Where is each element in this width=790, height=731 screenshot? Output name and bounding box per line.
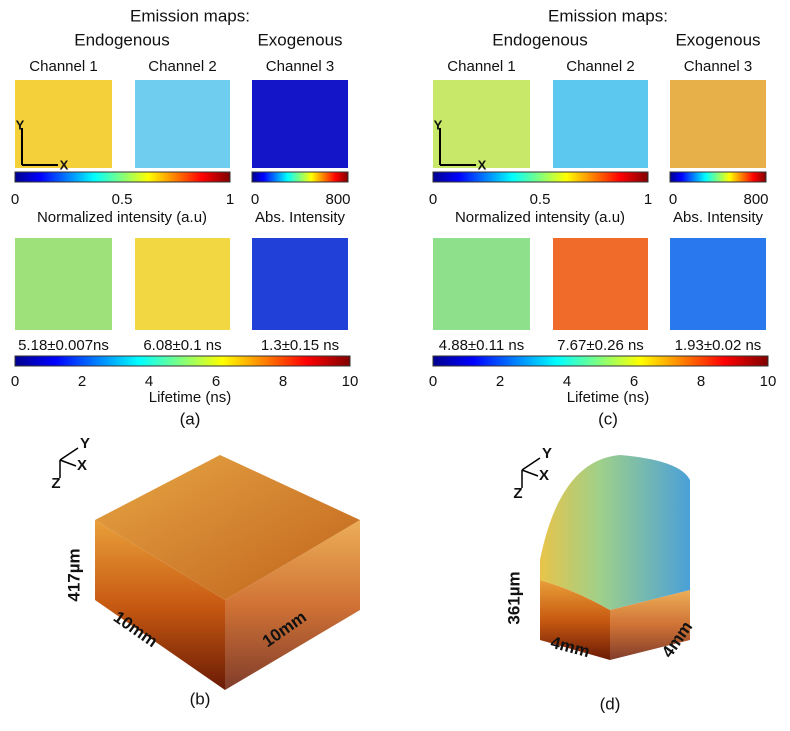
colorbar-tick: 6 xyxy=(630,373,638,390)
colorbar-caption: Abs. Intensity xyxy=(673,209,764,226)
axis-letter: Y xyxy=(80,435,90,452)
group-label: Endogenous xyxy=(74,30,169,49)
lifetime-value: 1.93±0.02 ns xyxy=(675,337,762,354)
axis-arrows xyxy=(21,128,58,166)
intensity-map xyxy=(15,80,112,168)
channel-label: Channel 3 xyxy=(266,58,334,75)
lifetime-map xyxy=(15,238,112,330)
lifetime-map xyxy=(670,238,766,330)
channel-label: Channel 3 xyxy=(684,58,752,75)
channel-label: Channel 1 xyxy=(447,58,515,75)
volume-front xyxy=(95,520,225,690)
colorbar xyxy=(669,171,767,183)
group-label: Endogenous xyxy=(492,30,587,49)
colorbar xyxy=(251,171,349,183)
intensity-map xyxy=(553,80,648,168)
colorbar-tick: 0 xyxy=(669,191,677,208)
colorbar xyxy=(14,355,351,367)
volume-side xyxy=(225,520,360,690)
colorbar xyxy=(432,355,769,367)
lifetime-value: 5.18±0.007ns xyxy=(18,337,109,354)
colorbar-tick: 8 xyxy=(279,373,287,390)
colorbar-tick: 6 xyxy=(212,373,220,390)
colorbar xyxy=(432,171,649,183)
channel-label: Channel 2 xyxy=(566,58,634,75)
colorbar-caption: Normalized intensity (a.u) xyxy=(455,209,625,226)
axis-letter: X xyxy=(60,157,69,172)
colorbar-tick: 0 xyxy=(251,191,259,208)
lifetime-map xyxy=(135,238,230,330)
axis-letter: Z xyxy=(51,475,60,492)
colorbar-tick: 4 xyxy=(563,373,571,390)
axis-letter: X xyxy=(478,157,487,172)
colorbar-tick: 0.5 xyxy=(112,191,133,208)
axis-letter: X xyxy=(539,467,549,484)
group-label: Exogenous xyxy=(675,30,760,49)
colorbar-tick: 2 xyxy=(78,373,86,390)
intensity-map xyxy=(433,80,530,168)
group-label: Exogenous xyxy=(257,30,342,49)
channel-label: Channel 1 xyxy=(29,58,97,75)
colorbar-tick: 10 xyxy=(342,373,359,390)
dimension-label: 417µm xyxy=(64,548,83,601)
axis-arrows xyxy=(59,447,79,478)
panel-title: Emission maps: xyxy=(548,6,668,25)
colorbar-tick: 0 xyxy=(429,191,437,208)
volume-side xyxy=(610,590,690,660)
colorbar-tick: 800 xyxy=(325,191,350,208)
panel-label: (d) xyxy=(600,694,621,713)
colorbar-caption: Lifetime (ns) xyxy=(149,389,232,406)
colorbar xyxy=(14,171,231,183)
intensity-map xyxy=(135,80,230,168)
axis-letter: X xyxy=(77,457,87,474)
colorbar-tick: 0.5 xyxy=(530,191,551,208)
colorbar-tick: 1 xyxy=(644,191,652,208)
intensity-map xyxy=(670,80,766,168)
lifetime-map xyxy=(252,238,348,330)
dimension-label: 361µm xyxy=(504,571,523,624)
colorbar-tick: 8 xyxy=(697,373,705,390)
colorbar-tick: 10 xyxy=(760,373,777,390)
panel-title: Emission maps: xyxy=(130,6,250,25)
colorbar-tick: 0 xyxy=(11,373,19,390)
colorbar-caption: Lifetime (ns) xyxy=(567,389,650,406)
intensity-map xyxy=(252,80,348,168)
lifetime-map xyxy=(553,238,648,330)
axis-letter: Y xyxy=(542,445,552,462)
panel-label: (b) xyxy=(190,689,211,708)
panel-label: (c) xyxy=(598,409,618,428)
colorbar-tick: 0 xyxy=(429,373,437,390)
colorbar-tick: 2 xyxy=(496,373,504,390)
volume-top xyxy=(540,455,690,610)
volume-front xyxy=(540,580,610,660)
axis-letter: Y xyxy=(16,117,25,132)
axis-letter: Y xyxy=(434,117,443,132)
axis-arrows xyxy=(521,457,541,488)
colorbar-caption: Normalized intensity (a.u) xyxy=(37,209,207,226)
colorbar-tick: 0 xyxy=(11,191,19,208)
lifetime-value: 1.3±0.15 ns xyxy=(261,337,339,354)
axis-arrows xyxy=(439,128,476,166)
volume-top xyxy=(95,455,360,600)
lifetime-value: 4.88±0.11 ns xyxy=(439,337,525,354)
lifetime-value: 6.08±0.1 ns xyxy=(143,337,221,354)
panel-label: (a) xyxy=(180,409,201,428)
lifetime-value: 7.67±0.26 ns xyxy=(557,337,644,354)
colorbar-tick: 1 xyxy=(226,191,234,208)
colorbar-caption: Abs. Intensity xyxy=(255,209,346,226)
channel-label: Channel 2 xyxy=(148,58,216,75)
colorbar-tick: 4 xyxy=(145,373,153,390)
axis-letter: Z xyxy=(513,485,522,502)
colorbar-tick: 800 xyxy=(743,191,768,208)
lifetime-map xyxy=(433,238,530,330)
